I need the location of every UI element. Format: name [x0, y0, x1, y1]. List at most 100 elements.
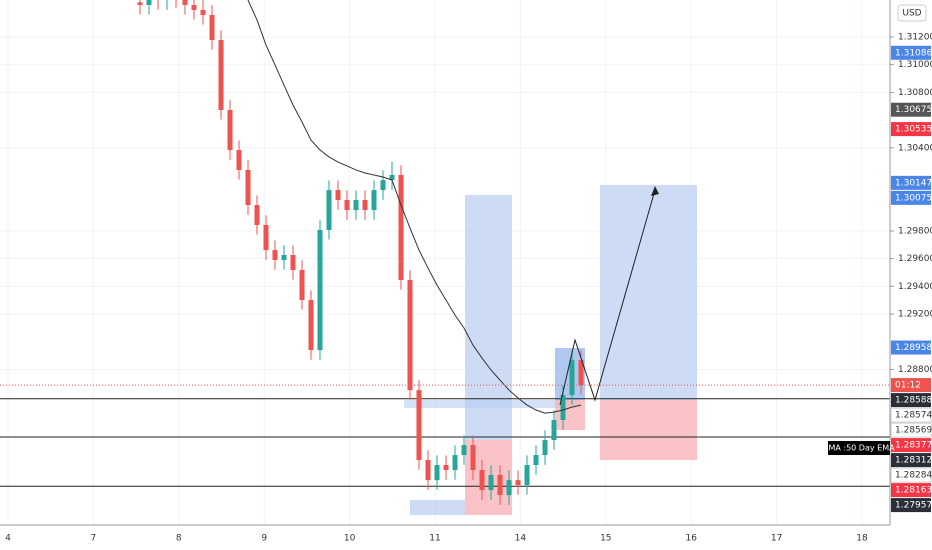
candle-body — [398, 174, 404, 280]
price-badge-label: 1.28377 — [895, 441, 932, 451]
currency: USD — [902, 9, 921, 19]
price-badge-label: 1.27957 — [895, 501, 932, 511]
target-zone — [600, 185, 697, 400]
candle-body — [245, 169, 251, 206]
candle-body — [389, 174, 395, 181]
candle-body — [299, 269, 305, 301]
price-badge — [891, 340, 931, 355]
projection-path — [559, 189, 656, 406]
price-badge-label: 1.28958 — [895, 343, 932, 353]
candle-body — [209, 14, 215, 41]
candle-body — [218, 40, 224, 110]
candle-body — [569, 360, 575, 396]
price-badge — [890, 467, 932, 483]
candle-body — [137, 2, 143, 5]
y-tick-label: 1.29600 — [898, 254, 932, 264]
candle-body — [254, 205, 260, 225]
x-tick-label: 17 — [771, 534, 782, 544]
price-badge — [891, 453, 931, 468]
x-tick-label: 15 — [600, 534, 611, 544]
price-badge — [891, 190, 931, 205]
candle-body — [470, 445, 476, 471]
price-badge — [891, 483, 931, 498]
currency-box[interactable] — [897, 4, 927, 22]
x-tick-label: 7 — [91, 534, 97, 544]
candle-body — [434, 465, 440, 481]
price-badge — [891, 498, 931, 513]
y-tick-label: 1.31200 — [898, 32, 932, 42]
ema-tag-label: EMA :50 Day EMA — [823, 444, 895, 453]
price-badge-label: 1.30075 — [895, 193, 932, 203]
candle-body — [380, 180, 386, 191]
price-badge-label: 1.30535 — [895, 125, 932, 135]
axis: 1.31200 1.31000 1.30800 1.30400 1.29800 1.296… — [5, 32, 932, 543]
candle-body — [272, 250, 278, 261]
price-badge-label: 1.28588 — [895, 396, 932, 406]
candle-body — [488, 474, 494, 491]
y-tick-label: 1.29400 — [898, 282, 932, 292]
candle-body — [263, 224, 269, 251]
zone — [404, 400, 580, 408]
grid — [0, 0, 890, 525]
price-badge-label: 1.28574 — [895, 411, 932, 421]
candle-body — [515, 480, 521, 486]
price-badge — [891, 175, 931, 190]
candle-body — [326, 190, 332, 230]
stop-zone — [555, 400, 585, 430]
y-tick-label: 1.30800 — [898, 88, 932, 98]
price-badge — [891, 393, 931, 408]
projection — [559, 186, 659, 406]
price-badge — [891, 102, 931, 117]
price-badge-label: 1.31086 — [895, 48, 932, 58]
x-tick-label: 16 — [685, 534, 697, 544]
candle-body — [353, 200, 359, 210]
candle-body — [290, 255, 296, 270]
y-tick-label: 1.29800 — [898, 226, 932, 236]
candle-body — [236, 150, 242, 170]
ema-tag — [828, 441, 890, 455]
price-badge-label: 1.28284 — [895, 471, 932, 481]
candle-body — [317, 229, 323, 351]
price-badge — [891, 378, 931, 393]
price-badge-label: 01:12 — [895, 381, 921, 391]
ema-line — [247, 0, 582, 414]
price-badge-label: 1.30147 — [895, 178, 932, 188]
candle-body — [560, 395, 566, 420]
candle-body — [506, 480, 512, 496]
zone — [410, 500, 465, 515]
x-tick-label: 10 — [344, 534, 356, 544]
candle-body — [308, 300, 314, 351]
x-tick-label: 18 — [856, 534, 868, 544]
candle-body — [443, 465, 449, 471]
x-tick-label: 4 — [5, 534, 11, 544]
candle-body — [524, 465, 530, 486]
y-tick-label: 1.29200 — [898, 310, 932, 320]
candle-body — [533, 455, 539, 466]
price-badge — [891, 122, 931, 137]
candle-body — [551, 420, 557, 441]
price-badge — [890, 407, 932, 423]
x-tick-label: 8 — [176, 534, 182, 544]
candle-body — [281, 255, 287, 261]
candle-body — [146, 0, 152, 5]
y-tick-label: 1.31000 — [898, 60, 932, 70]
marks — [0, 0, 890, 505]
price-badge-label: 1.28569 — [895, 426, 932, 436]
candle-body — [200, 9, 206, 15]
price-badge — [891, 438, 931, 453]
candle-body — [461, 445, 467, 456]
x-tick-label: 11 — [429, 534, 440, 544]
candle-body — [371, 190, 377, 210]
y-tick-label: 1.28800 — [898, 365, 932, 375]
price-badge-label: 1.28312 — [895, 456, 932, 466]
candle-body — [227, 109, 233, 151]
candle-body — [362, 200, 368, 210]
y-tick-label: 1.30400 — [898, 143, 932, 153]
candle-body — [425, 460, 431, 481]
candle-body — [452, 455, 458, 471]
candle-body — [182, 0, 188, 5]
x-tick-label: 9 — [261, 534, 267, 544]
candle-body — [335, 190, 341, 201]
price-badge — [891, 45, 931, 60]
